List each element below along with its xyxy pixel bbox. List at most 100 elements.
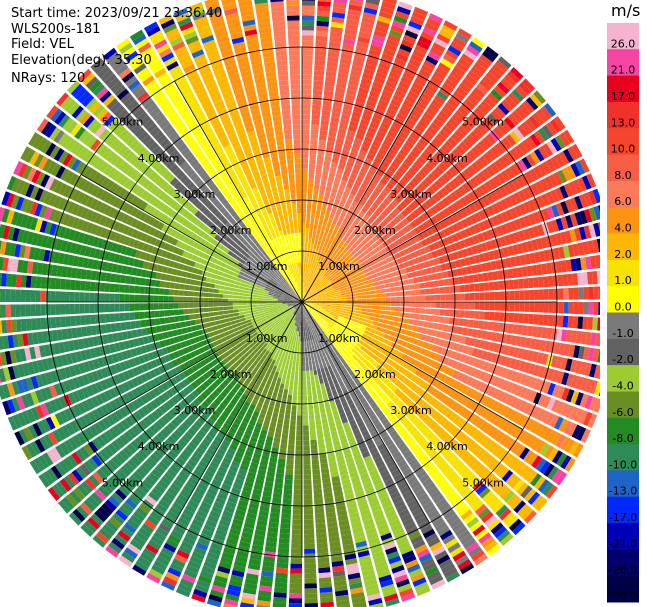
velocity-gate (302, 74, 312, 80)
velocity-gate (316, 542, 328, 549)
velocity-gate (469, 310, 475, 319)
velocity-gate (360, 166, 369, 174)
velocity-gate (368, 319, 374, 325)
velocity-gate (368, 224, 375, 232)
velocity-gate (524, 302, 530, 312)
velocity-gate (464, 205, 473, 216)
velocity-gate (302, 143, 309, 149)
velocity-gate (331, 303, 337, 306)
velocity-gate (309, 228, 313, 234)
velocity-gate (283, 389, 289, 395)
velocity-gate (492, 388, 501, 399)
velocity-gate (376, 250, 383, 257)
velocity-gate (277, 547, 290, 554)
velocity-gate (378, 62, 391, 71)
velocity-gate (311, 238, 315, 244)
velocity-gate (375, 232, 383, 240)
velocity-gate (337, 163, 346, 171)
velocity-gate (365, 210, 373, 217)
velocity-gate (552, 171, 563, 186)
velocity-gate (315, 271, 319, 277)
velocity-gate (492, 175, 503, 187)
velocity-gate (289, 593, 302, 599)
velocity-gate (306, 298, 312, 301)
velocity-gate (461, 374, 469, 384)
velocity-gate (304, 548, 316, 554)
velocity-gate (481, 231, 490, 241)
velocity-gate (338, 184, 346, 191)
velocity-gate (362, 140, 371, 148)
velocity-gate (322, 105, 332, 112)
velocity-gate (358, 171, 366, 179)
velocity-gate (454, 259, 462, 268)
velocity-gate (452, 326, 459, 334)
velocity-gate (434, 37, 448, 49)
velocity-gate (385, 134, 395, 143)
velocity-gate (360, 325, 367, 330)
velocity-gate (314, 291, 319, 295)
velocity-gate (324, 253, 329, 259)
velocity-gate (555, 401, 565, 415)
velocity-gate (331, 280, 337, 285)
velocity-gate (287, 354, 291, 360)
velocity-gate (380, 143, 390, 152)
velocity-gate (305, 262, 308, 268)
velocity-gate (420, 92, 433, 102)
velocity-gate (323, 287, 329, 291)
velocity-gate (496, 213, 505, 225)
velocity-gate (298, 331, 301, 337)
velocity-gate (308, 233, 313, 239)
velocity-gate (276, 567, 288, 574)
velocity-gate (510, 335, 517, 346)
velocity-gate (522, 349, 530, 361)
velocity-gate (346, 322, 352, 327)
velocity-gate (309, 273, 313, 279)
velocity-gate (433, 337, 441, 346)
velocity-gate (424, 199, 434, 208)
velocity-gate (304, 293, 308, 298)
velocity-gate (401, 144, 411, 154)
velocity-gate (354, 50, 367, 59)
velocity-gate (325, 186, 332, 192)
velocity-gate (324, 155, 332, 162)
velocity-gate (366, 252, 372, 259)
velocity-gate (296, 351, 300, 357)
velocity-gate (360, 118, 370, 127)
velocity-gate (299, 326, 301, 332)
velocity-gate (570, 330, 578, 343)
velocity-gate (381, 302, 386, 306)
velocity-gate (504, 291, 510, 301)
velocity-gate (308, 400, 313, 406)
velocity-gate (343, 315, 349, 320)
velocity-gate (347, 319, 353, 324)
velocity-gate (496, 123, 508, 136)
velocity-gate (297, 346, 300, 352)
velocity-gate (319, 378, 324, 384)
velocity-gate (319, 130, 328, 136)
velocity-gate (336, 132, 346, 140)
velocity-gate (321, 296, 327, 299)
velocity-gate (322, 165, 330, 172)
velocity-gate (284, 484, 293, 490)
velocity-gate (303, 445, 310, 451)
velocity-gate (328, 277, 334, 282)
velocity-gate (341, 195, 348, 203)
velocity-gate (485, 261, 492, 271)
velocity-gate (383, 252, 390, 259)
velocity-gate (421, 356, 429, 364)
velocity-gate (310, 285, 314, 290)
velocity-gate (554, 416, 564, 430)
velocity-gate (432, 136, 443, 147)
velocity-gate (310, 139, 318, 145)
velocity-gate (341, 279, 347, 284)
velocity-gate (363, 109, 373, 117)
velocity-gate (289, 429, 296, 436)
velocity-gate (435, 248, 443, 257)
velocity-gate (331, 305, 337, 308)
velocity-gate (284, 384, 289, 390)
velocity-gate (487, 113, 499, 126)
velocity-gate (559, 185, 569, 199)
velocity-gate (499, 302, 505, 311)
velocity-gate (469, 283, 475, 292)
velocity-gate (385, 310, 391, 316)
